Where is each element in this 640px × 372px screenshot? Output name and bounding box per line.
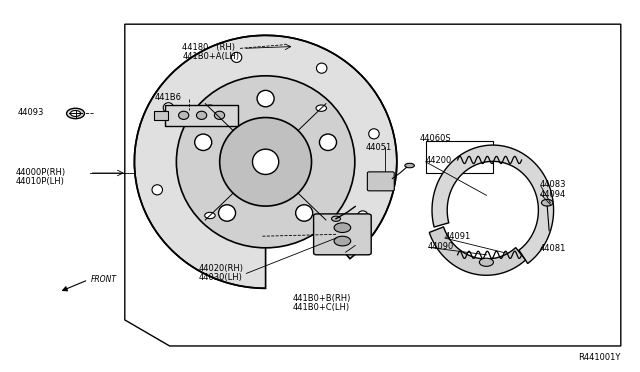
FancyBboxPatch shape bbox=[314, 214, 371, 255]
Ellipse shape bbox=[316, 105, 326, 111]
Text: 441B6: 441B6 bbox=[155, 93, 182, 102]
Text: 44030(LH): 44030(LH) bbox=[198, 273, 243, 282]
Ellipse shape bbox=[220, 118, 312, 206]
Ellipse shape bbox=[316, 63, 327, 73]
Text: FRONT: FRONT bbox=[91, 275, 117, 283]
Ellipse shape bbox=[231, 52, 242, 62]
Text: 44200: 44200 bbox=[426, 156, 452, 165]
Polygon shape bbox=[134, 35, 397, 288]
Ellipse shape bbox=[67, 108, 84, 119]
Ellipse shape bbox=[334, 223, 351, 232]
Text: 44090: 44090 bbox=[428, 242, 454, 251]
Ellipse shape bbox=[195, 134, 212, 151]
Text: 44083: 44083 bbox=[540, 180, 566, 189]
Ellipse shape bbox=[196, 111, 207, 119]
Text: 44020(RH): 44020(RH) bbox=[198, 264, 243, 273]
Ellipse shape bbox=[358, 211, 368, 221]
Ellipse shape bbox=[152, 185, 163, 195]
Text: 44081: 44081 bbox=[540, 244, 566, 253]
Ellipse shape bbox=[296, 205, 313, 221]
Text: 44094: 44094 bbox=[540, 190, 566, 199]
Text: 441B0+A(LH): 441B0+A(LH) bbox=[182, 52, 239, 61]
Text: 441B0+B(RH): 441B0+B(RH) bbox=[293, 294, 351, 303]
Ellipse shape bbox=[319, 134, 337, 151]
Text: 44000P(RH): 44000P(RH) bbox=[16, 168, 66, 177]
Ellipse shape bbox=[70, 110, 81, 116]
FancyBboxPatch shape bbox=[154, 111, 168, 120]
Ellipse shape bbox=[163, 103, 173, 113]
Ellipse shape bbox=[541, 199, 553, 206]
Ellipse shape bbox=[404, 163, 415, 168]
Ellipse shape bbox=[257, 90, 274, 107]
Text: 44180   (RH): 44180 (RH) bbox=[182, 43, 236, 52]
Ellipse shape bbox=[332, 216, 340, 221]
Text: 44051: 44051 bbox=[366, 143, 392, 152]
Text: 441B0+C(LH): 441B0+C(LH) bbox=[293, 303, 350, 312]
Text: R441001Y: R441001Y bbox=[579, 353, 621, 362]
Ellipse shape bbox=[205, 105, 215, 111]
Ellipse shape bbox=[252, 149, 279, 174]
Ellipse shape bbox=[479, 258, 493, 266]
Ellipse shape bbox=[369, 129, 380, 139]
FancyBboxPatch shape bbox=[367, 172, 394, 191]
Ellipse shape bbox=[177, 76, 355, 248]
Text: 44091: 44091 bbox=[445, 232, 471, 241]
Text: 44093: 44093 bbox=[18, 108, 44, 117]
Text: 44060S: 44060S bbox=[419, 134, 451, 143]
Text: 44010P(LH): 44010P(LH) bbox=[16, 177, 65, 186]
Ellipse shape bbox=[214, 111, 225, 119]
Ellipse shape bbox=[334, 236, 351, 246]
Ellipse shape bbox=[205, 212, 215, 219]
Ellipse shape bbox=[218, 205, 236, 221]
FancyBboxPatch shape bbox=[165, 105, 238, 126]
Polygon shape bbox=[429, 227, 525, 275]
Ellipse shape bbox=[179, 111, 189, 119]
Polygon shape bbox=[432, 145, 554, 263]
